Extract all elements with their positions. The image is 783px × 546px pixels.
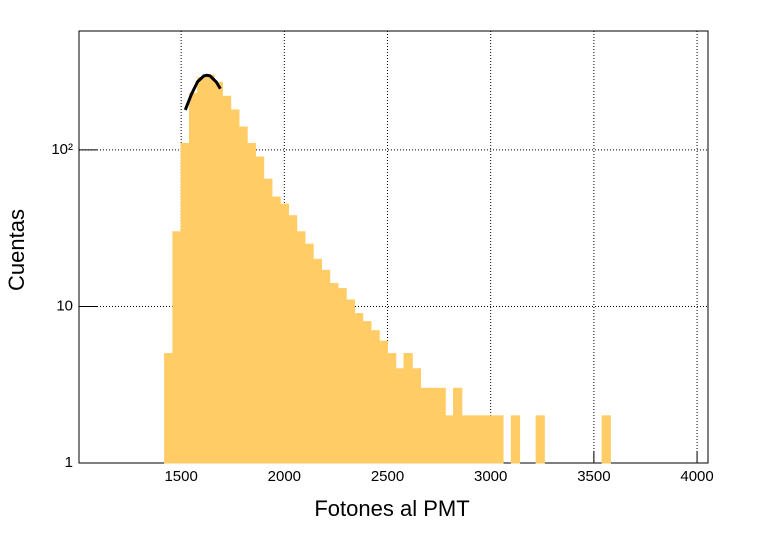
histogram-bar	[469, 415, 479, 464]
histogram-bar	[263, 178, 273, 464]
histogram-bar	[304, 243, 314, 464]
histogram-bar	[461, 415, 471, 464]
histogram-bar	[494, 415, 504, 464]
histogram-bar	[362, 321, 372, 464]
histogram-bar	[188, 92, 199, 464]
histogram-bar	[172, 231, 182, 464]
histogram-bar	[444, 415, 455, 464]
histogram-bar	[420, 387, 430, 464]
x-tick-label: 2000	[268, 468, 301, 485]
x-tick-label: 1500	[164, 468, 197, 485]
histogram-bar	[428, 387, 438, 464]
histogram-bar	[221, 95, 232, 464]
x-axis-title: Fotones al PMT	[314, 496, 469, 521]
histogram-bar	[287, 215, 298, 464]
histogram-bar	[378, 340, 389, 464]
x-tick-label: 2500	[371, 468, 404, 485]
x-tick-label: 4000	[680, 468, 713, 485]
y-tick-label: 10	[56, 297, 73, 314]
histogram-bar	[486, 415, 496, 464]
histogram-bar	[296, 231, 306, 464]
histogram-bar	[205, 74, 215, 464]
histogram-bar	[453, 387, 463, 464]
histogram-bar	[180, 142, 190, 464]
histogram-bar	[279, 203, 289, 464]
fit-curve	[183, 73, 222, 111]
histogram-bar	[337, 288, 347, 464]
histogram-bar	[387, 353, 397, 464]
y-tick-label: 1	[65, 454, 73, 471]
histogram-bar	[477, 415, 488, 464]
histogram-bar	[436, 387, 446, 464]
histogram-bar	[197, 77, 207, 464]
y-tick-label: 10²	[51, 141, 73, 158]
histogram-bar	[246, 142, 256, 464]
histogram-bar	[411, 368, 422, 464]
histogram-bar	[345, 299, 355, 464]
x-tick-label: 3000	[474, 468, 507, 485]
histogram-bar	[312, 258, 322, 464]
histogram-bar	[601, 415, 611, 464]
histogram-bar	[254, 156, 265, 464]
histogram-bar	[370, 330, 380, 464]
histogram-bar	[510, 415, 521, 464]
histogram-bar	[353, 313, 364, 464]
histogram-bar	[395, 368, 405, 464]
histogram-bar	[238, 126, 248, 464]
histogram-bar	[535, 415, 545, 464]
histogram-bar	[403, 353, 413, 464]
x-tick-label: 3500	[577, 468, 610, 485]
histogram-bar	[329, 283, 339, 464]
histogram-bar	[230, 109, 240, 464]
y-axis-title: Cuentas	[4, 209, 29, 291]
histogram-bar	[164, 353, 174, 464]
histogram-bar	[320, 269, 331, 464]
histogram-bar	[271, 196, 281, 464]
histogram-bar	[213, 81, 223, 464]
